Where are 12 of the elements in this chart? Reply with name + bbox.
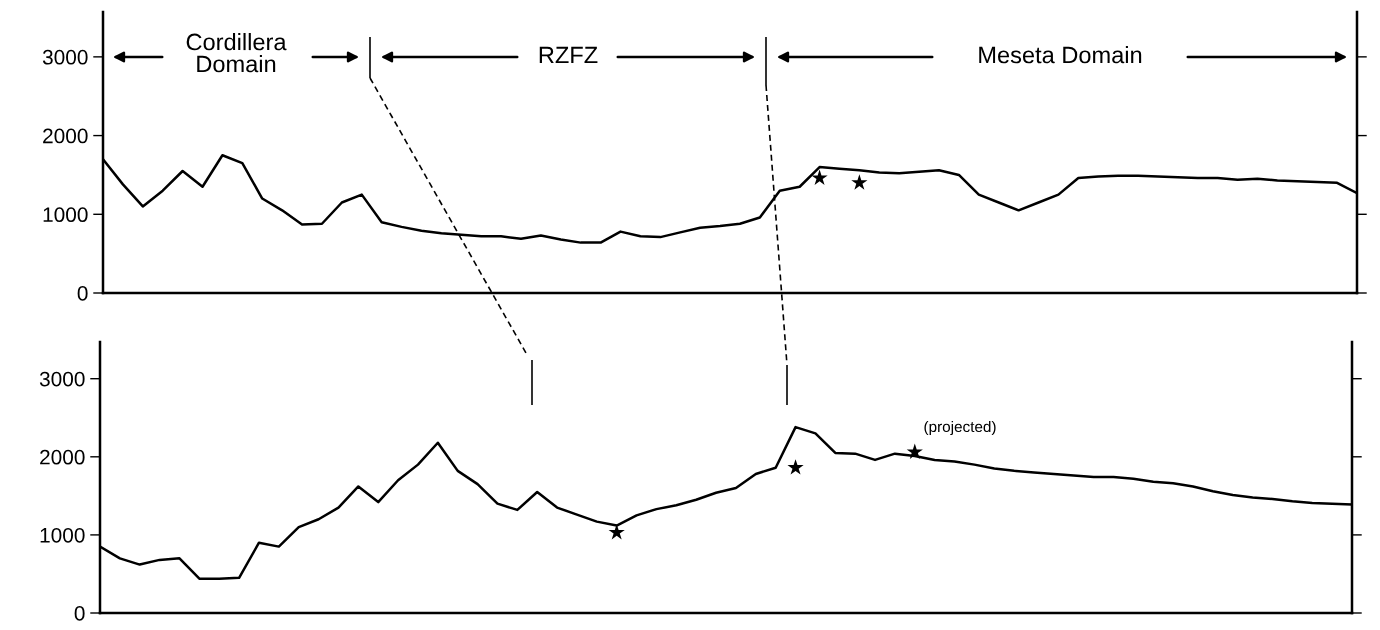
annotation: Cordillera Domain [186,32,287,73]
y-tick-label: 1000 [43,207,88,223]
annotation: RZFZ [539,46,598,64]
y-tick-label: 3000 [42,49,88,65]
y-tick-label: 2000 [40,449,85,465]
y-tick-label: 2000 [43,128,88,144]
y-tick-label: 3000 [39,371,85,387]
annotation: (projected) [924,420,996,436]
y-tick-label: 0 [77,286,88,301]
annotation: Meseta Domain [979,46,1142,64]
y-tick-label: 0 [74,606,85,621]
y-tick-label: 1000 [40,527,85,543]
